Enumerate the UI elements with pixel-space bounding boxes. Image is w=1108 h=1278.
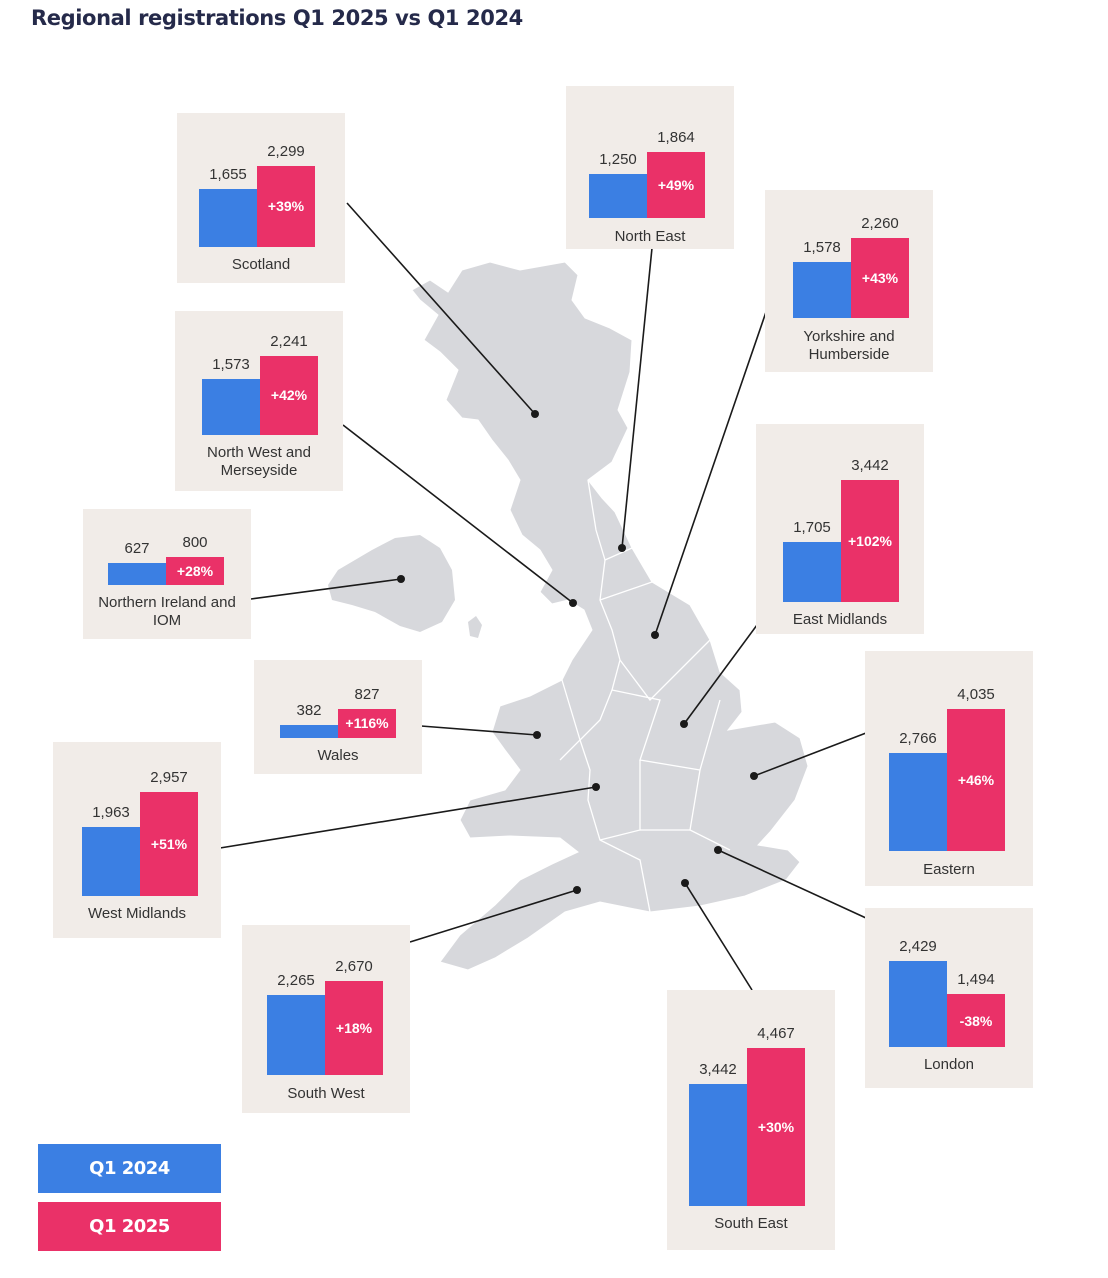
bar-q1-2025-south-east — [747, 1048, 805, 1206]
region-name-south-west: South West — [287, 1085, 365, 1102]
value-q1-2024-south-east: 3,442 — [699, 1061, 737, 1079]
value-q1-2025-northern-ireland-and-iom: 800 — [182, 533, 208, 551]
region-borders — [559, 479, 731, 913]
value-q1-2025-eastern: 4,035 — [957, 685, 995, 703]
change-south-west: +18% — [335, 1019, 373, 1036]
bar-q1-2024-north-west-and-merseyside — [202, 379, 260, 435]
bar-q1-2024-london — [889, 961, 947, 1047]
region-name-scotland: Scotland — [231, 256, 291, 273]
bar-q1-2025-north-east — [647, 152, 705, 218]
connector-lines — [219, 202, 867, 991]
change-west-midlands: +51% — [150, 835, 188, 852]
region-card-north-east: 1,250 1,864 +49% North East — [566, 86, 734, 249]
bar-q1-2024-west-midlands — [82, 826, 140, 896]
region-card-north-west-and-merseyside: 1,573 2,241 +42% North West and Merseyside — [175, 311, 343, 491]
bar-q1-2024-south-east — [689, 1084, 747, 1206]
value-q1-2025-wales: 827 — [354, 685, 380, 703]
value-q1-2025-north-east: 1,864 — [657, 129, 695, 147]
value-q1-2025-south-east: 4,467 — [757, 1025, 795, 1043]
value-q1-2024-east-midlands: 1,705 — [793, 518, 831, 536]
value-q1-2024-north-east: 1,250 — [599, 150, 637, 168]
value-q1-2024-northern-ireland-and-iom: 627 — [124, 539, 150, 557]
region-card-south-east: 3,442 4,467 +30% South East — [667, 990, 835, 1250]
bar-q1-2024-scotland — [199, 188, 257, 247]
value-q1-2025-south-west: 2,670 — [335, 957, 373, 975]
region-markers — [397, 410, 758, 894]
bar-q1-2025-south-west — [325, 980, 383, 1075]
bar-q1-2025-east-midlands — [841, 480, 899, 602]
value-q1-2025-london: 1,494 — [957, 971, 995, 989]
change-eastern: +46% — [957, 771, 995, 788]
bar-q1-2024-south-west — [267, 995, 325, 1075]
region-name-north-west-and-merseyside: North West and Merseyside — [207, 444, 311, 479]
change-yorkshire-and-humberside: +43% — [861, 270, 899, 287]
value-q1-2024-yorkshire-and-humberside: 1,578 — [803, 239, 841, 257]
northern-ireland-shape — [328, 535, 455, 632]
bar-q1-2024-eastern — [889, 753, 947, 851]
region-name-wales: Wales — [317, 747, 359, 764]
region-card-south-west: 2,265 2,670 +18% South West — [242, 925, 410, 1113]
bar-q1-2025-scotland — [257, 165, 315, 247]
bar-q1-2024-east-midlands — [783, 541, 841, 602]
region-card-wales: 382 827 +116% Wales — [254, 660, 422, 774]
region-card-northern-ireland-and-iom: 627 800 +28% Northern Ireland and IOM — [83, 509, 251, 639]
change-northern-ireland-and-iom: +28% — [176, 562, 214, 579]
legend-q1-2025: Q1 2025 — [38, 1202, 221, 1251]
region-name-east-midlands: East Midlands — [792, 611, 888, 628]
bar-q1-2025-london — [947, 994, 1005, 1047]
bar-q1-2024-wales — [280, 724, 338, 738]
region-name-eastern: Eastern — [923, 861, 975, 878]
change-wales: +116% — [345, 715, 389, 732]
change-london: -38% — [959, 1012, 993, 1029]
bar-q1-2024-northern-ireland-and-iom — [108, 562, 166, 585]
value-q1-2024-wales: 382 — [296, 701, 322, 719]
change-north-east: +49% — [657, 177, 695, 194]
region-card-scotland: 1,655 2,299 +39% Scotland — [177, 113, 345, 283]
region-card-east-midlands: 1,705 3,442 +102% East Midlands — [756, 424, 924, 634]
great-britain-shape — [411, 261, 809, 971]
change-south-east: +30% — [757, 1119, 795, 1136]
legend-q1-2024: Q1 2024 — [38, 1144, 221, 1193]
change-east-midlands: +102% — [848, 533, 892, 550]
region-name-west-midlands: West Midlands — [87, 905, 187, 922]
value-q1-2025-scotland: 2,299 — [267, 142, 305, 160]
region-name-london: London — [923, 1056, 975, 1073]
value-q1-2024-eastern: 2,766 — [899, 730, 937, 748]
region-name-north-east: North East — [614, 228, 686, 245]
bar-q1-2025-eastern — [947, 708, 1005, 851]
bar-q1-2025-north-west-and-merseyside — [260, 355, 318, 435]
change-scotland: +39% — [267, 198, 305, 215]
value-q1-2024-south-west: 2,265 — [277, 972, 315, 990]
bar-q1-2024-yorkshire-and-humberside — [793, 262, 851, 318]
value-q1-2024-scotland: 1,655 — [209, 165, 247, 183]
value-q1-2024-north-west-and-merseyside: 1,573 — [212, 356, 250, 374]
value-q1-2025-east-midlands: 3,442 — [851, 457, 889, 475]
value-q1-2024-london: 2,429 — [899, 938, 937, 956]
region-card-west-midlands: 1,963 2,957 +51% West Midlands — [53, 742, 221, 938]
value-q1-2025-west-midlands: 2,957 — [150, 768, 188, 786]
region-name-northern-ireland-and-iom: Northern Ireland and IOM — [98, 594, 236, 629]
value-q1-2025-north-west-and-merseyside: 2,241 — [270, 332, 308, 350]
region-name-south-east: South East — [714, 1215, 788, 1232]
value-q1-2024-west-midlands: 1,963 — [92, 803, 130, 821]
bar-q1-2025-yorkshire-and-humberside — [851, 238, 909, 318]
bar-q1-2025-northern-ireland-and-iom — [166, 556, 224, 585]
change-north-west-and-merseyside: +42% — [270, 387, 308, 404]
chart-title: Regional registrations Q1 2025 vs Q1 202… — [31, 6, 523, 30]
value-q1-2025-yorkshire-and-humberside: 2,260 — [861, 215, 899, 233]
region-card-eastern: 2,766 4,035 +46% Eastern — [865, 651, 1033, 886]
region-card-london: 2,429 1,494 -38% London — [865, 908, 1033, 1088]
isle-of-man-shape — [468, 616, 482, 638]
bar-q1-2025-west-midlands — [140, 791, 198, 896]
bar-q1-2024-north-east — [589, 173, 647, 218]
region-card-yorkshire-and-humberside: 1,578 2,260 +43% Yorkshire and Humberside — [765, 190, 933, 372]
region-name-yorkshire-and-humberside: Yorkshire and Humberside — [803, 328, 895, 363]
bar-q1-2025-wales — [338, 708, 396, 738]
